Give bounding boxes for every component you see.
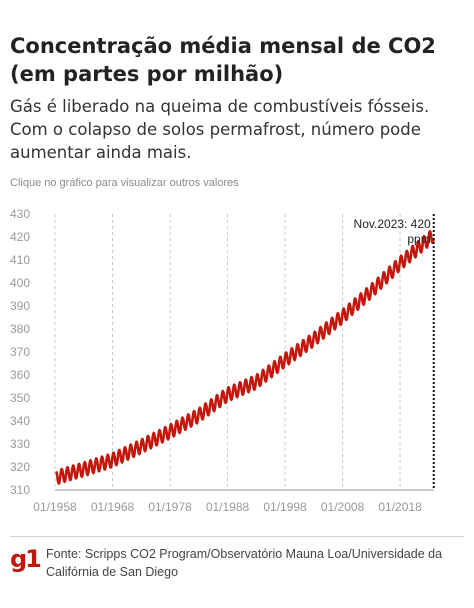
y-tick-label: 400	[10, 276, 30, 290]
y-tick-label: 360	[10, 368, 30, 382]
x-tick-label: 01/1978	[148, 500, 192, 514]
x-tick-label: 01/1988	[206, 500, 250, 514]
chart-subtitle: Gás é liberado na queima de combustíveis…	[10, 97, 430, 162]
y-tick-label: 310	[10, 483, 30, 497]
annotation: Nov.2023: 420 ppm	[354, 214, 435, 490]
grid	[54, 214, 401, 490]
y-tick-label: 350	[10, 391, 30, 405]
y-axis: 310 320 330 340 350 360 370 380 390 400 410 420 430	[10, 207, 30, 497]
co2-series-line[interactable]	[55, 230, 435, 485]
annotation-label: Nov.2023: 420 ppm	[354, 217, 431, 246]
y-tick-label: 370	[10, 345, 30, 359]
y-tick-label: 330	[10, 437, 30, 451]
x-tick-label: 01/1958	[33, 500, 77, 514]
y-tick-label: 340	[10, 414, 30, 428]
x-tick-label: 01/1968	[91, 500, 135, 514]
y-tick-label: 410	[10, 253, 30, 267]
g1-logo: g1	[10, 545, 42, 573]
y-tick-label: 320	[10, 460, 30, 474]
y-tick-label: 380	[10, 322, 30, 336]
chart-title: Concentração média mensal de CO2 (em par…	[10, 34, 436, 86]
x-tick-label: 01/1998	[263, 500, 307, 514]
y-tick-label: 430	[10, 207, 30, 221]
source-note: Fonte: Scripps CO2 Program/Observatório …	[46, 547, 443, 579]
co2-line-chart[interactable]: 310320330340350360370380390400410420430 …	[0, 200, 474, 520]
y-tick-label: 390	[10, 299, 30, 313]
x-tick-label: 01/2008	[321, 500, 365, 514]
x-axis: 01/1958 01/1968 01/1978 01/1988 01/1998 01/20…	[33, 489, 434, 514]
interaction-hint: Clique no gráfico para visualizar outros…	[10, 177, 239, 189]
x-tick-label: 01/2018	[378, 500, 422, 514]
y-tick-label: 420	[10, 230, 30, 244]
footer-divider	[10, 536, 464, 537]
